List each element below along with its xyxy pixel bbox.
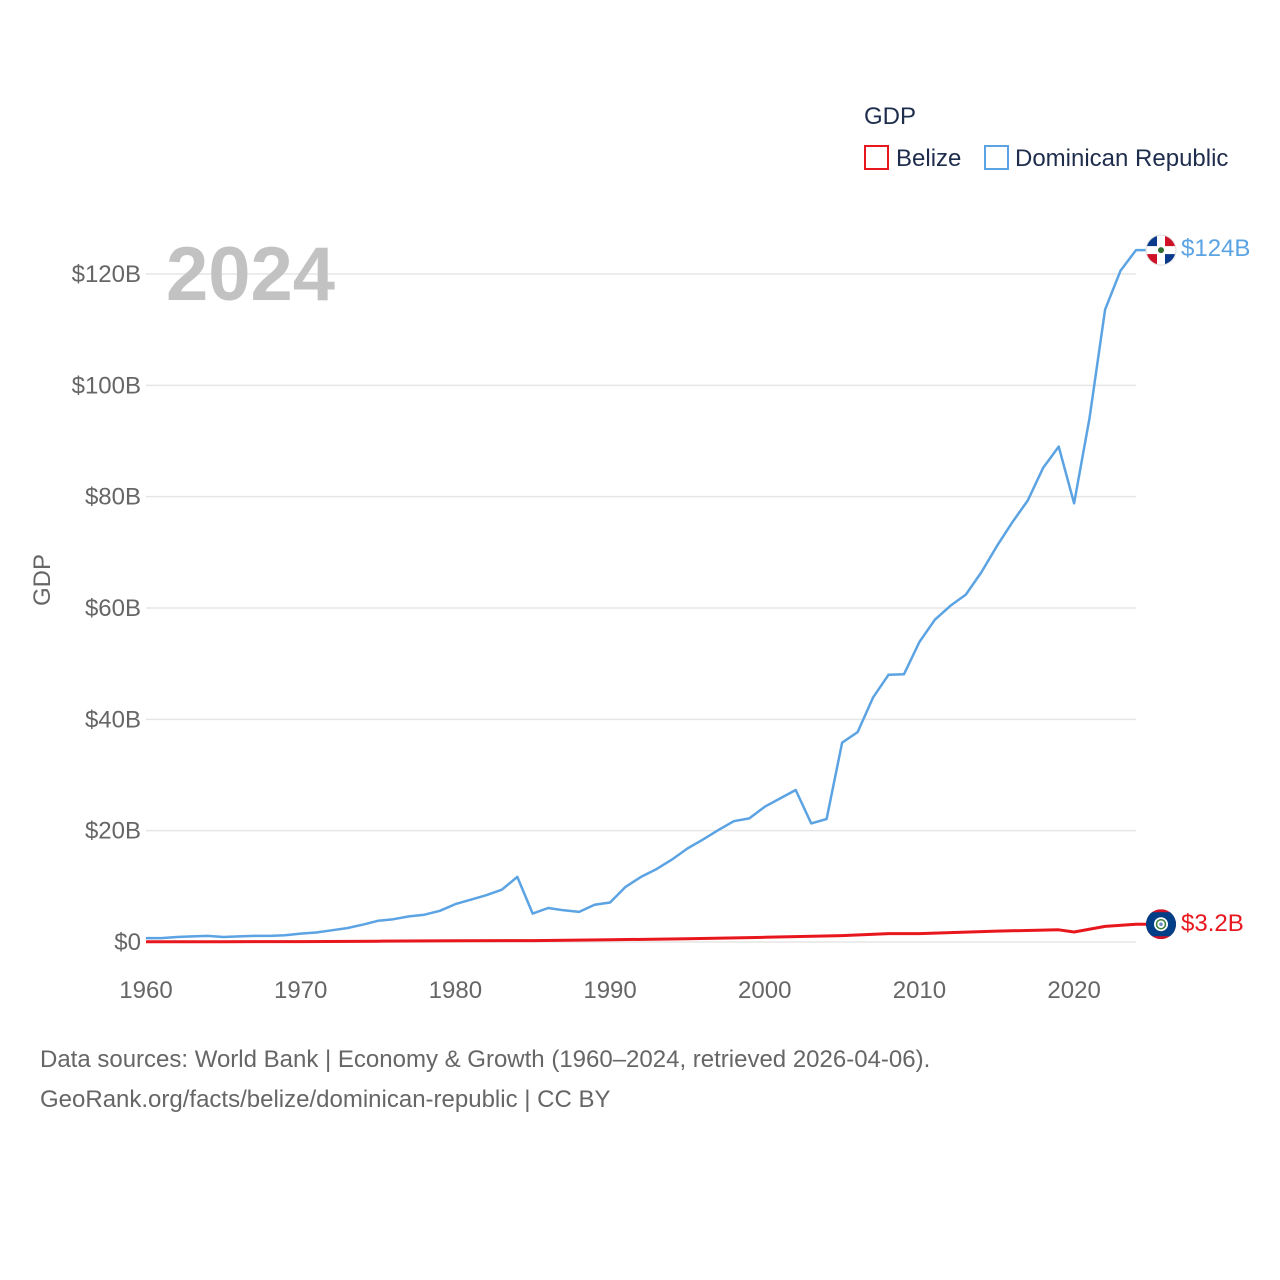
gridlines — [146, 273, 1136, 943]
y-tick-label: $0 — [114, 929, 141, 956]
series-line-belize[interactable] — [146, 922, 1146, 944]
legend-swatch-dominican-republic — [984, 145, 1009, 170]
legend-item-dominican-republic[interactable]: Dominican Republic — [984, 145, 1228, 172]
x-axis-ticks: 1960 1970 1980 1990 2000 2010 2020 — [119, 977, 1101, 1004]
y-tick-label: $120B — [72, 261, 141, 288]
x-tick-label: 1970 — [274, 977, 327, 1004]
series-line-dominican-republic[interactable] — [146, 248, 1146, 940]
x-tick-label: 2020 — [1047, 977, 1100, 1004]
y-tick-label: $40B — [85, 706, 141, 733]
year-watermark: 2024 — [166, 232, 335, 317]
source-link[interactable]: GeoRank.org/facts/belize/dominican-repub… — [40, 1086, 611, 1113]
legend: GDP Belize Dominican Republic — [864, 103, 1228, 172]
legend-label-dominican-republic: Dominican Republic — [1015, 145, 1228, 172]
y-tick-label: $100B — [72, 372, 141, 399]
x-tick-label: 1980 — [429, 977, 482, 1004]
footer: Data sources: World Bank | Economy & Gro… — [40, 1040, 930, 1120]
dominican-republic-flag-icon — [1145, 234, 1177, 266]
y-tick-label: $20B — [85, 818, 141, 845]
legend-swatch-belize — [864, 145, 889, 170]
end-label-dominican-republic: $124B — [1181, 235, 1250, 262]
data-source-text: Data sources: World Bank | Economy & Gro… — [40, 1046, 931, 1073]
x-tick-label: 1960 — [119, 977, 172, 1004]
series-lines — [146, 248, 1146, 944]
legend-item-belize[interactable]: Belize — [864, 145, 961, 172]
x-tick-label: 1990 — [583, 977, 636, 1004]
end-label-belize: $3.2B — [1181, 910, 1244, 937]
x-tick-label: 2000 — [738, 977, 791, 1004]
belize-flag-icon — [1146, 909, 1176, 940]
y-axis-label: GDP — [29, 554, 56, 606]
y-tick-label: $80B — [85, 484, 141, 511]
y-axis-ticks: $0 $20B $40B $60B $80B $100B $120B — [72, 261, 141, 956]
legend-title: GDP — [864, 103, 916, 130]
x-tick-label: 2010 — [893, 977, 946, 1004]
y-tick-label: $60B — [85, 595, 141, 622]
legend-label-belize: Belize — [896, 145, 961, 172]
